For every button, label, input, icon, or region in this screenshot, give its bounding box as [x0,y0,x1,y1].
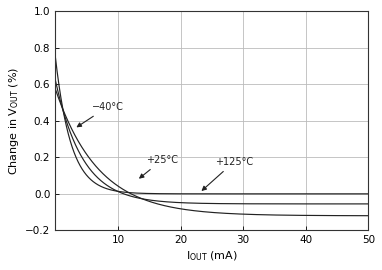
Text: +125°C: +125°C [202,157,253,190]
Text: −40°C: −40°C [78,102,123,127]
Y-axis label: Change in V$_\mathregular{OUT}$ (%): Change in V$_\mathregular{OUT}$ (%) [7,67,21,175]
Text: +25°C: +25°C [140,155,178,178]
X-axis label: I$_\mathregular{OUT}$ (mA): I$_\mathregular{OUT}$ (mA) [186,249,238,263]
